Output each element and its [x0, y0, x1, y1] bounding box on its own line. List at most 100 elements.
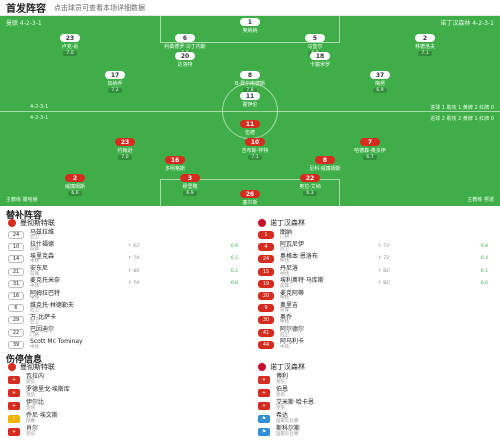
- shirt-number: 10: [245, 138, 265, 146]
- player-home-dm1[interactable]: 20 达洛特: [155, 52, 215, 68]
- player-home-lw[interactable]: 17 加纳乔 7.2: [85, 71, 145, 93]
- list-item[interactable]: ⚑ 斯科尔斯 国家队比赛: [258, 425, 498, 438]
- list-item[interactable]: 20 麦克阿蒂 中场: [258, 290, 498, 302]
- injury-cross-icon: +: [258, 401, 270, 410]
- shirt-number: 1: [240, 18, 260, 26]
- shirt-number: 16: [165, 156, 185, 164]
- list-item[interactable]: + 伊尔比 受伤: [8, 399, 248, 412]
- player-away-dm1[interactable]: 16 多明格斯: [145, 156, 205, 172]
- player-position: 中场: [280, 296, 289, 302]
- shirt-number: 26: [240, 190, 260, 198]
- away-team-logo-icon: [258, 219, 266, 227]
- list-item[interactable]: + 肖尔 受伤: [8, 425, 248, 438]
- player-away-dm2[interactable]: 8 尼科·威廉姆斯: [295, 156, 355, 172]
- player-rating: 7.1: [248, 155, 262, 160]
- player-name: 斯科尔斯: [276, 425, 301, 432]
- subs-away-team-name: 诺丁汉森林: [270, 219, 305, 227]
- list-item[interactable]: + 伯恩 受伤: [258, 386, 498, 399]
- away-team-tag: 诺丁汉森林 4-2-3-1: [440, 20, 494, 27]
- list-item[interactable]: 10 拉什福德 前锋 ↑ 62' 6.9: [8, 241, 248, 253]
- player-name: 阿瓦尼伊: [280, 240, 305, 248]
- list-item[interactable]: 31 麦克托米奈 中场 ↑ 74' 6.8: [8, 278, 248, 290]
- player-home-st[interactable]: 11 霍伊伦: [220, 92, 280, 108]
- shirt-number: 8: [315, 156, 335, 164]
- player-name: 拉什福德: [30, 240, 55, 248]
- home-team-logo-icon: [8, 219, 16, 227]
- injury-status: 国家队比赛: [276, 431, 299, 437]
- lineup-subtitle: 点击球员可查看本场详细数据: [54, 3, 145, 12]
- top-penalty-box: [160, 16, 340, 43]
- list-item[interactable]: + 博利 受伤: [258, 373, 498, 386]
- player-rating: 6.8: [480, 244, 488, 250]
- list-item[interactable]: ⚑ 希达 国家队比赛: [258, 412, 498, 425]
- shirt-number: 5: [305, 34, 325, 42]
- player-away-st[interactable]: 11 伍德: [220, 120, 280, 136]
- list-item[interactable]: + 瓦拉内 受伤: [8, 373, 248, 386]
- list-item[interactable]: 19 埃利奥特·马库斯 前锋 ↑ 82' 6.0: [258, 278, 498, 290]
- shirt-number: 16: [8, 292, 24, 301]
- player-position: 中场: [30, 296, 39, 302]
- player-away-ram[interactable]: 7 哈德森-奥多伊 6.7: [340, 138, 400, 160]
- list-item[interactable]: 14 埃里克森 中场 ↑ 74' 6.5: [8, 253, 248, 265]
- player-away-cb1[interactable]: 3 穆里略 6.9: [160, 174, 220, 196]
- list-item[interactable]: 15 丹尼洛 中场 ↑ 82' 6.1: [258, 266, 498, 278]
- list-item[interactable]: 6 维克托·林德勒夫 后卫: [8, 302, 248, 314]
- injury-status: 停赛: [26, 418, 35, 424]
- list-item[interactable]: 29 万-比萨卡 后卫: [8, 314, 248, 326]
- list-item[interactable]: 44 阿马利卡 中场: [258, 339, 498, 351]
- list-item[interactable]: 30 奥乔 中场: [258, 314, 498, 326]
- list-item[interactable]: 22 巴因迪尔 门将: [8, 327, 248, 339]
- shirt-number: 11: [240, 120, 260, 128]
- player-home-gk[interactable]: 1 奥纳纳: [220, 18, 280, 34]
- player-home-rb[interactable]: 2 林德洛夫 7.1: [395, 34, 455, 56]
- player-name: 哈德森-奥多伊: [354, 148, 386, 154]
- list-item[interactable]: 16 阿姆拉巴特 中场: [8, 290, 248, 302]
- list-item[interactable]: 4 阿瓦尼伊 后卫 ↑ 72' 6.8: [258, 241, 498, 253]
- player-rating: 6.7: [363, 155, 377, 160]
- shirt-number: 4: [258, 243, 274, 252]
- away-team-logo-icon: [258, 363, 266, 371]
- home-team-tag: 曼联 4-2-3-1: [6, 20, 42, 27]
- player-rating: 6.4: [480, 256, 488, 262]
- list-item[interactable]: 21 安东尼 前锋 ↑ 80' 6.2: [8, 266, 248, 278]
- sub-event: ↑ 72': [378, 244, 391, 250]
- injury-home-list: + 瓦拉内 受伤 + 罗德里戈·埃斯库 受伤 + 伊尔比 受伤 ! 乔尼·埃文斯 停赛 + 肖尔受…: [8, 373, 248, 438]
- subs-away-list: 1 图纳 门将 4 阿瓦尼伊 后卫 ↑ 72' 6.8 24 奥格本·恩洛布 中场 ↑ 72' 6.…: [258, 229, 498, 351]
- player-position: 门将: [30, 332, 39, 338]
- player-name: 埃里克森: [30, 252, 55, 260]
- player-name: 图纳: [280, 228, 293, 236]
- shirt-number: 20: [258, 292, 274, 301]
- player-name: 乔尼·埃文斯: [26, 412, 58, 419]
- player-rating: 7.2: [108, 88, 122, 93]
- sub-event: ↑ 72': [378, 256, 391, 262]
- player-home-lb[interactable]: 23 卢克·肖 7.0: [40, 34, 100, 56]
- list-item[interactable]: 24 奥格本·恩洛布 中场 ↑ 72' 6.4: [258, 253, 498, 265]
- list-item[interactable]: + 艾米斯·哈卡恩 受伤: [258, 399, 498, 412]
- list-item[interactable]: 1 图纳 门将: [258, 229, 498, 241]
- injury-cross-icon: +: [258, 388, 270, 397]
- player-home-cam[interactable]: 8 B·费尔南德斯 7.8: [220, 71, 280, 93]
- sub-event: ↑ 74': [128, 256, 141, 262]
- player-name: 利桑德罗·马丁内斯: [164, 44, 206, 50]
- player-position: 中场: [280, 344, 289, 350]
- list-item[interactable]: 9 奥里吉 前锋: [258, 302, 498, 314]
- shirt-number: 24: [258, 255, 274, 264]
- list-item[interactable]: 24 马兹拉维 后卫: [8, 229, 248, 241]
- player-away-lb[interactable]: 2 威廉姆斯 6.6: [45, 174, 105, 196]
- player-away-cam[interactable]: 10 吉布斯-怀特 7.1: [225, 138, 285, 160]
- player-name: 阿姆拉巴特: [30, 289, 61, 297]
- list-item[interactable]: + 罗德里戈·埃斯库 受伤: [8, 386, 248, 399]
- shirt-number: 41: [258, 328, 274, 337]
- player-away-gk[interactable]: 26 塞尔斯: [220, 190, 280, 206]
- injury-cross-icon: +: [8, 388, 20, 397]
- player-home-rw[interactable]: 37 梅努 6.9: [350, 71, 410, 93]
- list-item[interactable]: 41 阿尔德尔 后卫: [258, 327, 498, 339]
- injury-cross-icon: +: [258, 375, 270, 384]
- list-item[interactable]: 39 Scott Mc Tominay 中场: [8, 339, 248, 351]
- player-away-lam[interactable]: 23 约翰逊 7.0: [95, 138, 155, 160]
- player-home-dm2[interactable]: 18 卡塞米罗: [290, 52, 350, 68]
- player-name: 威廉姆斯: [64, 184, 85, 190]
- injury-cross-icon: +: [8, 427, 20, 436]
- list-item[interactable]: ! 乔尼·埃文斯 停赛: [8, 412, 248, 425]
- player-away-cb2[interactable]: 22 奥拉·艾纳 6.3: [280, 174, 340, 196]
